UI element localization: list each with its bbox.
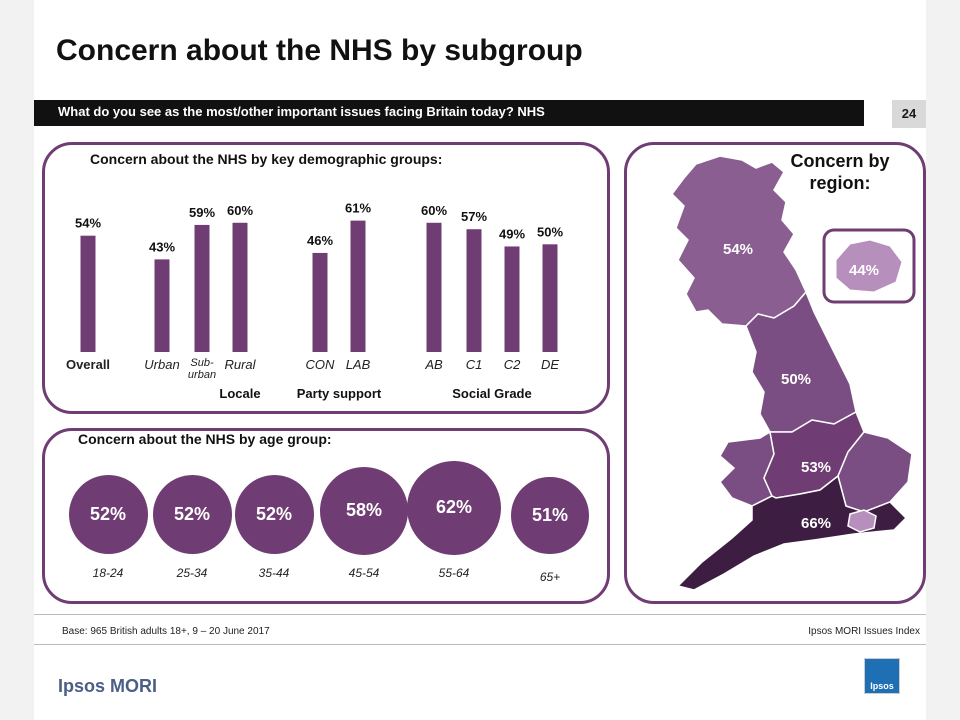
footer-source: Ipsos MORI Issues Index bbox=[808, 626, 920, 637]
map-label-midlands: 53% bbox=[801, 459, 831, 476]
bar-value-label: 49% bbox=[499, 226, 525, 241]
footer-divider-bottom bbox=[34, 644, 926, 645]
region-panel bbox=[624, 142, 926, 604]
page-title: Concern about the NHS by subgroup bbox=[56, 34, 583, 67]
group-label: Party support bbox=[297, 386, 382, 401]
category-label: C2 bbox=[504, 357, 521, 372]
bar-value-label: 54% bbox=[75, 216, 101, 231]
question-bar: What do you see as the most/other import… bbox=[34, 100, 864, 126]
age-bubble: 52% bbox=[234, 475, 314, 555]
demographic-panel-title: Concern about the NHS by key demographic… bbox=[90, 151, 443, 167]
right-margin-band bbox=[926, 0, 960, 720]
age-bubble-value: 51% bbox=[531, 504, 569, 525]
bar-value-label: 43% bbox=[149, 239, 175, 254]
bar-overall bbox=[80, 235, 96, 352]
age-bubble: 52% bbox=[68, 475, 148, 555]
region-panel-title: Concern by region: bbox=[790, 151, 890, 193]
ipsos-logo: Ipsos bbox=[864, 658, 900, 694]
category-label: CON bbox=[306, 357, 336, 372]
category-label: AB bbox=[424, 357, 443, 372]
age-bubble-value: 52% bbox=[173, 504, 211, 525]
age-bubble-value: 58% bbox=[345, 500, 383, 521]
age-bubble: 51% bbox=[511, 476, 589, 555]
category-label: LAB bbox=[346, 357, 371, 372]
map-label-london: 44% bbox=[849, 262, 879, 279]
bar-c1 bbox=[466, 229, 482, 352]
ipsos-logo-text: Ipsos bbox=[870, 681, 894, 691]
category-label: DE bbox=[541, 357, 559, 372]
group-label: Social Grade bbox=[452, 386, 531, 401]
uk-region-map: 44% 54% 50% 53% 66% bbox=[671, 155, 916, 591]
age-panel bbox=[42, 428, 610, 604]
london-inset-shape bbox=[835, 239, 903, 293]
category-label: Urban bbox=[144, 357, 179, 372]
age-bubble-value: 52% bbox=[255, 504, 293, 525]
age-bubble-value: 52% bbox=[89, 504, 127, 525]
map-label-north: 50% bbox=[781, 371, 811, 388]
map-region-wales bbox=[719, 430, 775, 507]
page-number: 24 bbox=[892, 100, 926, 128]
category-label: C1 bbox=[466, 357, 483, 372]
demographic-bar-chart: 54% Overall 43% Urban 59% Sub-urban 60% Rural 46… bbox=[66, 201, 563, 401]
age-bubble-value: 62% bbox=[435, 497, 473, 518]
bar-de bbox=[542, 244, 558, 352]
age-group-label: 55-64 bbox=[438, 566, 470, 580]
age-group-label: 65+ bbox=[539, 570, 561, 584]
group-label: Locale bbox=[219, 386, 260, 401]
map-label-scotland: 54% bbox=[723, 241, 753, 258]
bar-rural bbox=[232, 222, 248, 352]
age-bubble: 58% bbox=[320, 466, 408, 555]
demographic-panel bbox=[42, 142, 610, 414]
bar-value-label: 59% bbox=[189, 205, 215, 220]
age-group-label: 35-44 bbox=[258, 566, 290, 580]
bar-urban bbox=[154, 259, 170, 352]
map-region-south bbox=[676, 474, 908, 591]
map-label-south: 66% bbox=[801, 515, 831, 532]
bar-ab bbox=[426, 222, 442, 352]
footer-divider-top bbox=[34, 614, 926, 615]
bar-value-label: 60% bbox=[227, 203, 253, 218]
bar-value-label: 57% bbox=[461, 209, 487, 224]
category-label: urban bbox=[188, 369, 216, 381]
left-margin-band bbox=[0, 0, 34, 720]
map-region-london bbox=[847, 509, 877, 533]
brand-name: Ipsos MORI bbox=[58, 676, 158, 696]
bar-value-label: 61% bbox=[345, 201, 371, 216]
age-panel-title: Concern about the NHS by age group: bbox=[78, 431, 332, 447]
bar-c2 bbox=[504, 246, 520, 352]
question-text: What do you see as the most/other import… bbox=[58, 104, 545, 119]
age-group-label: 18-24 bbox=[92, 566, 124, 580]
category-label: Overall bbox=[66, 357, 110, 372]
bar-value-label: 46% bbox=[307, 233, 333, 248]
age-group-label: 25-34 bbox=[176, 566, 208, 580]
age-bubble: 52% bbox=[152, 475, 232, 555]
bar-lab bbox=[350, 220, 366, 352]
bar-sub-urban bbox=[194, 224, 210, 352]
bar-value-label: 60% bbox=[421, 203, 447, 218]
bar-value-label: 50% bbox=[537, 224, 563, 239]
age-bubble: 62% bbox=[407, 460, 501, 555]
footer-base-note: Base: 965 British adults 18+, 9 – 20 Jun… bbox=[62, 626, 270, 637]
bar-con bbox=[312, 252, 328, 352]
category-label: Sub- bbox=[190, 357, 214, 369]
category-label: Rural bbox=[224, 357, 256, 372]
age-group-label: 45-54 bbox=[348, 566, 380, 580]
